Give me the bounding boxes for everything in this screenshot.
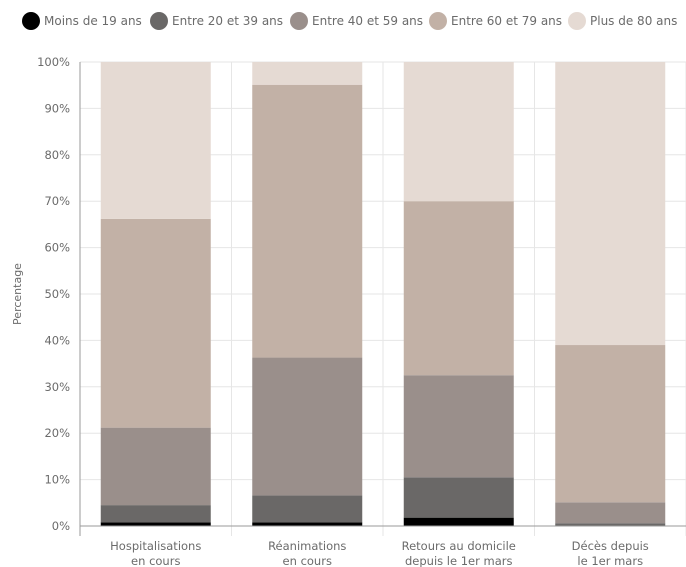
legend-label-60-79: Entre 60 et 79 ans [451,14,563,28]
y-tick-label: 70% [44,194,70,208]
legend-item-under-19[interactable]: Moins de 19 ans [22,8,142,34]
legend-item-20-39[interactable]: Entre 20 et 39 ans [150,8,283,34]
x-category-label: en cours [131,554,180,567]
y-tick-label: 60% [44,241,70,255]
bars [100,62,666,526]
legend-swatch-over-80 [568,12,586,30]
bar-segment-under-19 [252,522,363,526]
y-tick-label: 100% [37,55,70,69]
y-tick-label: 50% [44,287,70,301]
bar-segment-over-80 [100,62,211,219]
y-tick-label: 90% [44,101,70,115]
bar-segment-60-79 [555,345,666,503]
legend-label-20-39: Entre 20 et 39 ans [172,14,284,28]
bar-segment-60-79 [403,201,514,376]
legend-item-40-59[interactable]: Entre 40 et 59 ans [290,8,423,34]
bar-segment-over-80 [252,62,363,85]
bar-segment-20-39 [555,523,666,526]
y-tick-label: 40% [44,333,70,347]
bar-segment-40-59 [252,357,363,496]
bar-segment-20-39 [403,477,514,518]
y-tick-label: 0% [52,519,70,533]
bar-segment-20-39 [100,505,211,523]
bar-segment-20-39 [252,495,363,523]
x-category-label: le 1er mars [577,554,643,567]
legend-label-40-59: Entre 40 et 59 ans [312,14,424,28]
x-category-label: depuis le 1er mars [405,554,512,567]
bar-segment-40-59 [403,375,514,478]
legend-swatch-20-39 [150,12,168,30]
x-category-label: Hospitalisations [110,539,201,553]
y-tick-labels: 0% 10% 20% 30% 40% 50% 60% 70% 80% 90% 100% [37,55,70,533]
bar-segment-over-80 [403,62,514,202]
bar-segment-40-59 [555,502,666,524]
bar-segment-under-19 [403,517,514,526]
x-category-label: Retours au domicile [402,539,516,553]
legend-swatch-under-19 [22,12,40,30]
y-tick-label: 20% [44,426,70,440]
legend-swatch-60-79 [429,12,447,30]
bar-segment-60-79 [252,84,363,358]
y-tick-label: 80% [44,148,70,162]
x-category-label: en cours [283,554,332,567]
bar-segment-over-80 [555,62,666,346]
legend-swatch-40-59 [290,12,308,30]
x-category-label: Réanimations [268,539,346,553]
bar-segment-under-19 [100,522,211,526]
axes [79,62,686,536]
y-axis-label: Percentage [11,263,24,325]
y-tick-label: 10% [44,473,70,487]
legend-label-over-80: Plus de 80 ans [590,14,678,28]
bar-segment-60-79 [100,218,211,428]
chart-legend: Moins de 19 ans Entre 20 et 39 ans Entre… [0,8,686,38]
bar-segment-40-59 [100,427,211,506]
legend-item-60-79[interactable]: Entre 60 et 79 ans [429,8,562,34]
legend-label-under-19: Moins de 19 ans [44,14,142,28]
y-tick-label: 30% [44,380,70,394]
x-category-label: Décès depuis [572,539,649,553]
legend-item-over-80[interactable]: Plus de 80 ans [568,8,677,34]
